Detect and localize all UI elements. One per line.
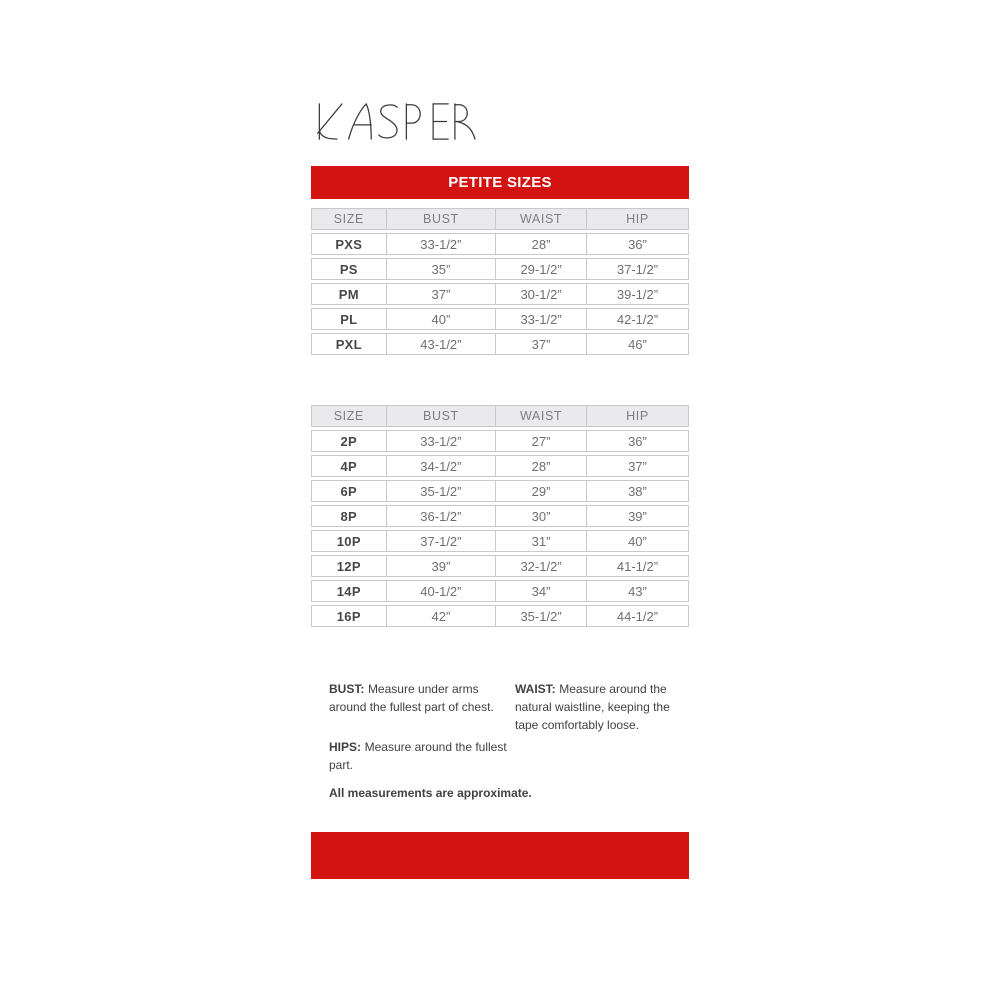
- table-row: 8P 36-1/2” 30” 39”: [311, 505, 689, 527]
- measurement-cell: 39”: [586, 505, 689, 527]
- column-header-hip: HIP: [586, 405, 689, 427]
- measurement-cell: 33-1/2”: [386, 430, 497, 452]
- table-row: 4P 34-1/2” 28” 37”: [311, 455, 689, 477]
- measurement-cell: 30”: [496, 505, 587, 527]
- bust-note-label: BUST:: [329, 682, 365, 696]
- size-cell: PL: [311, 308, 387, 330]
- measurement-cell: 33-1/2”: [386, 233, 497, 255]
- table-header-row: SIZE BUST WAIST HIP: [311, 208, 689, 230]
- measurement-cell: 44-1/2”: [586, 605, 689, 627]
- measurement-cell: 40”: [386, 308, 497, 330]
- size-cell: 4P: [311, 455, 387, 477]
- column-header-bust: BUST: [386, 405, 497, 427]
- size-cell: PXS: [311, 233, 387, 255]
- size-cell: PS: [311, 258, 387, 280]
- size-cell: 12P: [311, 555, 387, 577]
- measurement-cell: 36-1/2”: [386, 505, 497, 527]
- table-row: 14P 40-1/2” 34” 43”: [311, 580, 689, 602]
- measurement-cell: 39”: [386, 555, 497, 577]
- measurement-cell: 31”: [496, 530, 587, 552]
- table-row: 6P 35-1/2” 29” 38”: [311, 480, 689, 502]
- measurement-cell: 27”: [496, 430, 587, 452]
- petite-sizes-banner: PETITE SIZES: [311, 166, 689, 199]
- petite-number-size-table: SIZE BUST WAIST HIP 2P 33-1/2” 27” 36” 4P 34-1/2…: [311, 402, 689, 630]
- size-cell: 10P: [311, 530, 387, 552]
- table-row: 10P 37-1/2” 31” 40”: [311, 530, 689, 552]
- hips-note-text: Measure around the fullest part.: [329, 740, 507, 772]
- measurement-cell: 35-1/2”: [496, 605, 587, 627]
- hips-note: HIPS: Measure around the fullest part.: [329, 738, 515, 774]
- size-cell: 14P: [311, 580, 387, 602]
- waist-note-text: Measure around the natural waistline, ke…: [515, 682, 670, 732]
- measurement-cell: 33-1/2”: [496, 308, 587, 330]
- measurement-cell: 34-1/2”: [386, 455, 497, 477]
- measurement-cell: 36”: [586, 430, 689, 452]
- column-header-waist: WAIST: [496, 208, 587, 230]
- size-cell: PXL: [311, 333, 387, 355]
- measurement-cell: 32-1/2”: [496, 555, 587, 577]
- table-row: 16P 42” 35-1/2” 44-1/2”: [311, 605, 689, 627]
- disclaimer-text: All measurements are approximate.: [329, 786, 532, 800]
- banner-title: PETITE SIZES: [448, 174, 552, 191]
- column-header-size: SIZE: [311, 208, 387, 230]
- bottom-red-bar: [311, 832, 689, 879]
- column-header-bust: BUST: [386, 208, 497, 230]
- measurement-cell: 29-1/2”: [496, 258, 587, 280]
- measurement-cell: 43-1/2”: [386, 333, 497, 355]
- hips-note-label: HIPS:: [329, 740, 362, 754]
- measurement-cell: 34”: [496, 580, 587, 602]
- petite-letter-size-table: SIZE BUST WAIST HIP PXS 33-1/2” 28” 36” PS 35” 29…: [311, 205, 689, 358]
- measurement-cell: 40-1/2”: [386, 580, 497, 602]
- size-cell: 2P: [311, 430, 387, 452]
- waist-note-label: WAIST:: [515, 682, 556, 696]
- size-cell: 16P: [311, 605, 387, 627]
- table-row: PXS 33-1/2” 28” 36”: [311, 233, 689, 255]
- bust-note-text: Measure under arms around the fullest pa…: [329, 682, 494, 714]
- measurement-cell: 28”: [496, 455, 587, 477]
- waist-note: WAIST: Measure around the natural waistli…: [515, 680, 685, 734]
- measurement-cell: 37-1/2”: [586, 258, 689, 280]
- measurement-cell: 36”: [586, 233, 689, 255]
- measurement-cell: 37”: [586, 455, 689, 477]
- table-row: PM 37” 30-1/2” 39-1/2”: [311, 283, 689, 305]
- measurement-cell: 37”: [496, 333, 587, 355]
- measurement-cell: 38”: [586, 480, 689, 502]
- column-header-size: SIZE: [311, 405, 387, 427]
- table-row: 2P 33-1/2” 27” 36”: [311, 430, 689, 452]
- measurement-cell: 30-1/2”: [496, 283, 587, 305]
- measurement-cell: 37”: [386, 283, 497, 305]
- table-header-row: SIZE BUST WAIST HIP: [311, 405, 689, 427]
- size-cell: 8P: [311, 505, 387, 527]
- table-row: PS 35” 29-1/2” 37-1/2”: [311, 258, 689, 280]
- column-header-waist: WAIST: [496, 405, 587, 427]
- table-row: 12P 39” 32-1/2” 41-1/2”: [311, 555, 689, 577]
- measurement-cell: 42”: [386, 605, 497, 627]
- measurement-cell: 28”: [496, 233, 587, 255]
- size-cell: PM: [311, 283, 387, 305]
- measurement-cell: 35”: [386, 258, 497, 280]
- table-row: PXL 43-1/2” 37” 46”: [311, 333, 689, 355]
- measurement-cell: 42-1/2”: [586, 308, 689, 330]
- bust-note: BUST: Measure under arms around the fulle…: [329, 680, 515, 734]
- measurement-cell: 39-1/2”: [586, 283, 689, 305]
- measurement-cell: 40”: [586, 530, 689, 552]
- measurement-cell: 46”: [586, 333, 689, 355]
- measurement-cell: 29”: [496, 480, 587, 502]
- measurement-notes: BUST: Measure under arms around the fulle…: [329, 680, 685, 774]
- kasper-logo-icon: [317, 103, 476, 140]
- measurement-cell: 41-1/2”: [586, 555, 689, 577]
- measurement-cell: 37-1/2”: [386, 530, 497, 552]
- column-header-hip: HIP: [586, 208, 689, 230]
- table-row: PL 40” 33-1/2” 42-1/2”: [311, 308, 689, 330]
- measurement-cell: 35-1/2”: [386, 480, 497, 502]
- kasper-logo: [316, 100, 689, 143]
- size-cell: 6P: [311, 480, 387, 502]
- measurement-cell: 43”: [586, 580, 689, 602]
